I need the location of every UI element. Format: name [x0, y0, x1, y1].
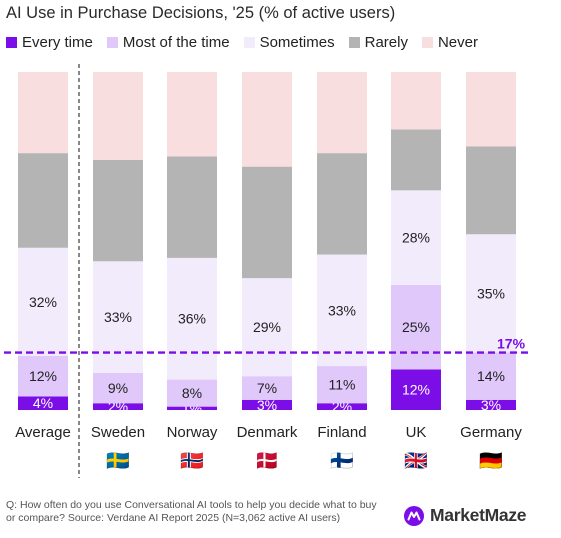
bar-segment-finland-never: [317, 72, 367, 154]
legend-swatch-every-time: [6, 37, 17, 48]
category-label-denmark: Denmark: [237, 424, 298, 441]
data-label-denmark-most-of-the-time: 7%: [257, 380, 277, 396]
legend-swatch-most-of-the-time: [106, 37, 118, 48]
category-label-average: Average: [15, 424, 71, 441]
bar-segment-finland-sometimes: [317, 254, 367, 367]
marketmaze-logo-icon: [404, 505, 424, 526]
bar-segment-germany-every-time: [466, 399, 516, 410]
bar-segment-average-rarely: [18, 153, 68, 248]
category-label-sweden: Sweden: [91, 424, 145, 441]
bar-segment-germany-rarely: [466, 146, 516, 235]
bar-segment-denmark-every-time: [242, 399, 292, 410]
data-label-uk-most-of-the-time: 25%: [402, 319, 430, 335]
bar-segment-sweden-never: [93, 72, 143, 160]
data-label-finland-sometimes: 33%: [328, 302, 356, 318]
bar-segment-average-sometimes: [18, 247, 68, 356]
bar-segment-finland-rarely: [317, 153, 367, 255]
data-label-germany-every-time: 3%: [481, 397, 501, 413]
category-label-finland: Finland: [317, 424, 366, 441]
data-label-average-every-time: 4%: [33, 395, 53, 411]
data-label-average-sometimes: 32%: [29, 294, 57, 310]
bar-segment-uk-never: [391, 72, 441, 130]
bar-segment-sweden-most-of-the-time: [93, 372, 143, 404]
bar-segment-denmark-never: [242, 72, 292, 167]
data-label-average-most-of-the-time: 12%: [29, 368, 57, 384]
bar-segment-uk-rarely: [391, 129, 441, 191]
bar-segment-norway-every-time: [167, 406, 217, 410]
data-label-sweden-sometimes: 33%: [104, 309, 132, 325]
bar-segment-average-most-of-the-time: [18, 355, 68, 397]
flag-denmark: 🇩🇰: [255, 449, 279, 472]
legend-label-every-time: Every time: [22, 34, 93, 51]
bar-segment-norway-rarely: [167, 156, 217, 258]
data-label-germany-sometimes: 35%: [477, 285, 505, 301]
legend-label-sometimes: Sometimes: [259, 34, 335, 51]
bar-segment-sweden-every-time: [93, 403, 143, 410]
legend-item-never: Never: [421, 34, 478, 51]
flag-uk: 🇬🇧: [404, 450, 428, 472]
bar-segment-sweden-rarely: [93, 159, 143, 262]
data-label-denmark-sometimes: 29%: [253, 319, 281, 335]
bar-segment-denmark-most-of-the-time: [242, 376, 292, 400]
data-label-denmark-every-time: 3%: [257, 397, 277, 413]
bar-segment-sweden-sometimes: [93, 261, 143, 373]
data-label-uk-sometimes: 28%: [402, 230, 430, 246]
data-label-uk-every-time: 12%: [402, 382, 430, 398]
bar-segment-uk-sometimes: [391, 190, 441, 285]
bar-segment-average-every-time: [18, 396, 68, 410]
bar-segment-uk-every-time: [391, 369, 441, 410]
flag-norway: 🇳🇴: [180, 450, 204, 472]
bar-segment-finland-most-of-the-time: [317, 366, 367, 404]
legend-item-sometimes: Sometimes: [243, 34, 335, 51]
legend-swatch-never: [421, 37, 433, 48]
bar-segment-germany-never: [466, 72, 516, 147]
category-label-germany: Germany: [460, 424, 522, 441]
category-label-norway: Norway: [167, 424, 218, 441]
legend-label-most-of-the-time: Most of the time: [122, 34, 230, 51]
bar-segment-norway-sometimes: [167, 257, 217, 380]
reference-line-label: 17%: [497, 336, 526, 352]
legend-swatch-sometimes: [243, 37, 255, 48]
legend-label-never: Never: [437, 34, 478, 51]
data-label-norway-sometimes: 36%: [178, 311, 206, 327]
brand-name: MarketMaze: [430, 505, 527, 525]
flag-sweden: 🇸🇪: [106, 450, 130, 472]
bar-segment-norway-most-of-the-time: [167, 379, 217, 407]
footnote: Q: How often do you use Conversational A…: [6, 499, 377, 524]
chart-title: AI Use in Purchase Decisions, '25 (% of …: [6, 4, 396, 22]
bar-segment-denmark-sometimes: [242, 278, 292, 377]
legend-item-rarely: Rarely: [348, 34, 408, 51]
brand-logo: MarketMaze: [404, 505, 527, 526]
bar-segment-average-never: [18, 72, 68, 154]
bar-segment-finland-every-time: [317, 403, 367, 410]
legend-swatch-rarely: [348, 37, 360, 48]
bar-segment-denmark-rarely: [242, 166, 292, 279]
legend-label-rarely: Rarely: [364, 34, 408, 51]
legend: Every time Most of the time Sometimes Ra…: [6, 34, 478, 51]
bar-segment-germany-most-of-the-time: [466, 352, 516, 400]
flag-germany: 🇩🇪: [479, 450, 503, 472]
legend-item-most-of-the-time: Most of the time: [106, 34, 230, 51]
data-label-finland-most-of-the-time: 11%: [329, 377, 356, 393]
category-label-uk: UK: [406, 424, 427, 441]
bar-segment-uk-most-of-the-time: [391, 284, 441, 370]
legend-item-every-time: Every time: [6, 34, 93, 51]
data-label-sweden-most-of-the-time: 9%: [108, 380, 128, 396]
data-label-germany-most-of-the-time: 14%: [477, 368, 505, 384]
bar-segment-norway-never: [167, 72, 217, 157]
bar-segment-germany-sometimes: [466, 234, 516, 353]
data-label-norway-most-of-the-time: 8%: [182, 385, 202, 401]
flag-finland: 🇫🇮: [330, 450, 354, 472]
